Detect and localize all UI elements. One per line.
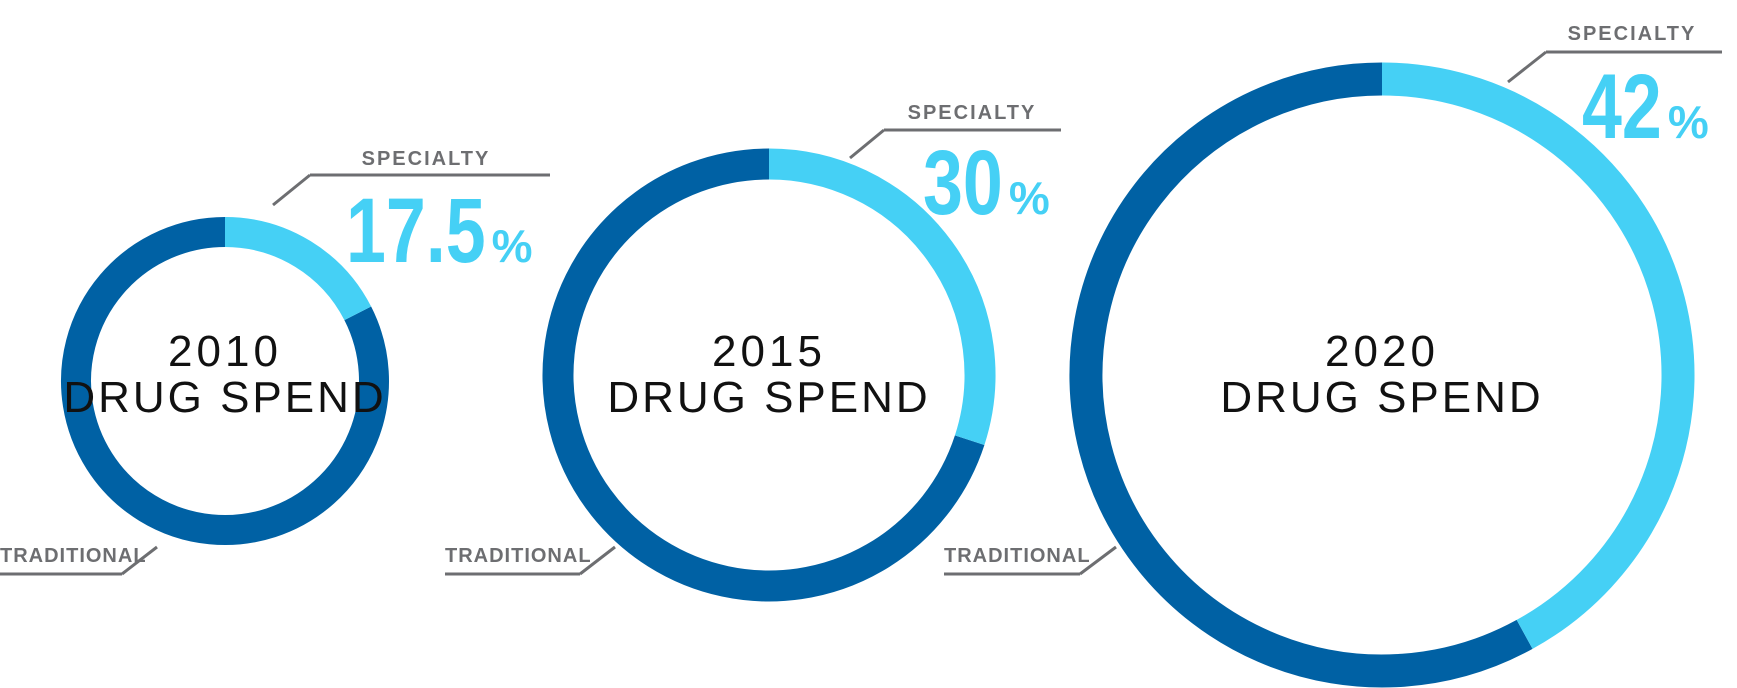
center-caption-label: DRUG SPEND [63, 373, 386, 422]
traditional-label: TRADITIONAL [944, 545, 1091, 567]
specialty-percentage-value: 17.5 [346, 179, 486, 282]
center-caption-label: DRUG SPEND [607, 373, 930, 422]
specialty-segment [1381, 62, 1695, 649]
traditional-leader-line [579, 545, 616, 576]
specialty-segment [768, 148, 996, 445]
center-year-label: 2010 [168, 327, 282, 376]
traditional-segment [542, 148, 985, 602]
specialty-leader-line [272, 173, 311, 207]
traditional-segment [61, 217, 389, 545]
center-year-label: 2015 [712, 327, 826, 376]
percent-sign: % [1668, 96, 1709, 148]
specialty-leader-line [849, 128, 885, 160]
specialty-percentage-value: 30 [923, 131, 1003, 234]
specialty-label: SPECIALTY [908, 102, 1037, 124]
percent-sign: % [492, 220, 533, 272]
specialty-label: SPECIALTY [362, 148, 491, 170]
traditional-leader-line [1079, 545, 1117, 576]
traditional-leader-line [121, 545, 158, 576]
traditional-segment [1069, 62, 1533, 688]
traditional-label: TRADITIONAL [445, 545, 592, 567]
specialty-segment [224, 217, 372, 321]
center-year-label: 2020 [1325, 327, 1439, 376]
specialty-label: SPECIALTY [1568, 23, 1697, 45]
center-caption-label: DRUG SPEND [1220, 373, 1543, 422]
specialty-leader-line [1507, 50, 1547, 84]
percent-sign: % [1009, 172, 1050, 224]
specialty-percentage-value: 42 [1582, 55, 1662, 158]
traditional-label: TRADITIONAL [0, 545, 147, 567]
